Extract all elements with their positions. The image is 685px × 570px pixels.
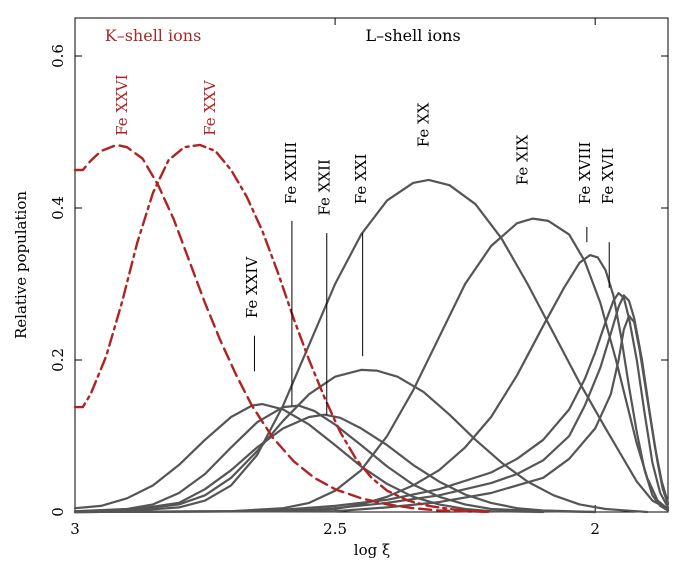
series-label-fe-xx: Fe XX xyxy=(415,102,433,147)
series-line-fe-xx xyxy=(73,178,670,514)
group-headers: K–shell ions L–shell ions xyxy=(105,26,461,45)
series-label-fe-xxiv: Fe XXIV xyxy=(243,256,261,319)
series-line-unlabeled-9 xyxy=(73,314,670,514)
y-tick-label: 0.6 xyxy=(49,44,67,68)
header-l-shell-ions: L–shell ions xyxy=(366,26,461,45)
y-tick-label: 0 xyxy=(49,507,67,517)
x-tick-label: 2 xyxy=(590,520,600,538)
y-tick-label: 0.4 xyxy=(49,196,67,220)
header-k-shell-ions: K–shell ions xyxy=(105,26,202,45)
series-label-fe-xxii: Fe XXII xyxy=(316,159,334,216)
series-line-fe-xix xyxy=(73,217,670,514)
plot-frame xyxy=(74,17,669,513)
series-label-fe-xxi: Fe XXI xyxy=(352,154,370,205)
series-line-fe-xvii xyxy=(73,292,670,514)
series-label-fe-xviii: Fe XVIII xyxy=(576,142,594,205)
x-axis-label: log ξ xyxy=(354,541,390,559)
x-tick-label: 2.5 xyxy=(323,520,347,538)
series-line-fe-xviii xyxy=(73,254,670,514)
series-label-fe-xxv: Fe XXV xyxy=(201,79,219,136)
series-line-unlabeled-8 xyxy=(73,294,670,514)
series-label-fe-xix: Fe XIX xyxy=(513,134,531,185)
series-lines xyxy=(73,143,670,514)
series-line-fe-xxii xyxy=(73,413,597,514)
series-line-fe-xxiv xyxy=(73,403,545,514)
x-tick-label: 3 xyxy=(70,520,80,538)
series-label-fe-xvii: Fe XVII xyxy=(599,148,617,205)
series-line-fe-xxiii xyxy=(73,404,597,514)
y-axis-label: Relative population xyxy=(12,191,30,339)
series-label-fe-xxiii: Fe XXIII xyxy=(282,142,300,204)
series-line-fe-xxvi xyxy=(73,143,493,514)
axis-ticks: 3 2.5 2 0 0.2 0.4 0.6 xyxy=(49,18,668,538)
series-line-fe-xxi xyxy=(73,368,649,514)
series-labels: Fe XXVI Fe XXV Fe XXIV Fe XXIII Fe XXII Fe XX… xyxy=(113,74,617,415)
series-line-fe-xxv xyxy=(73,143,493,514)
series-label-fe-xxvi: Fe XXVI xyxy=(113,74,131,135)
y-tick-label: 0.2 xyxy=(49,348,67,372)
